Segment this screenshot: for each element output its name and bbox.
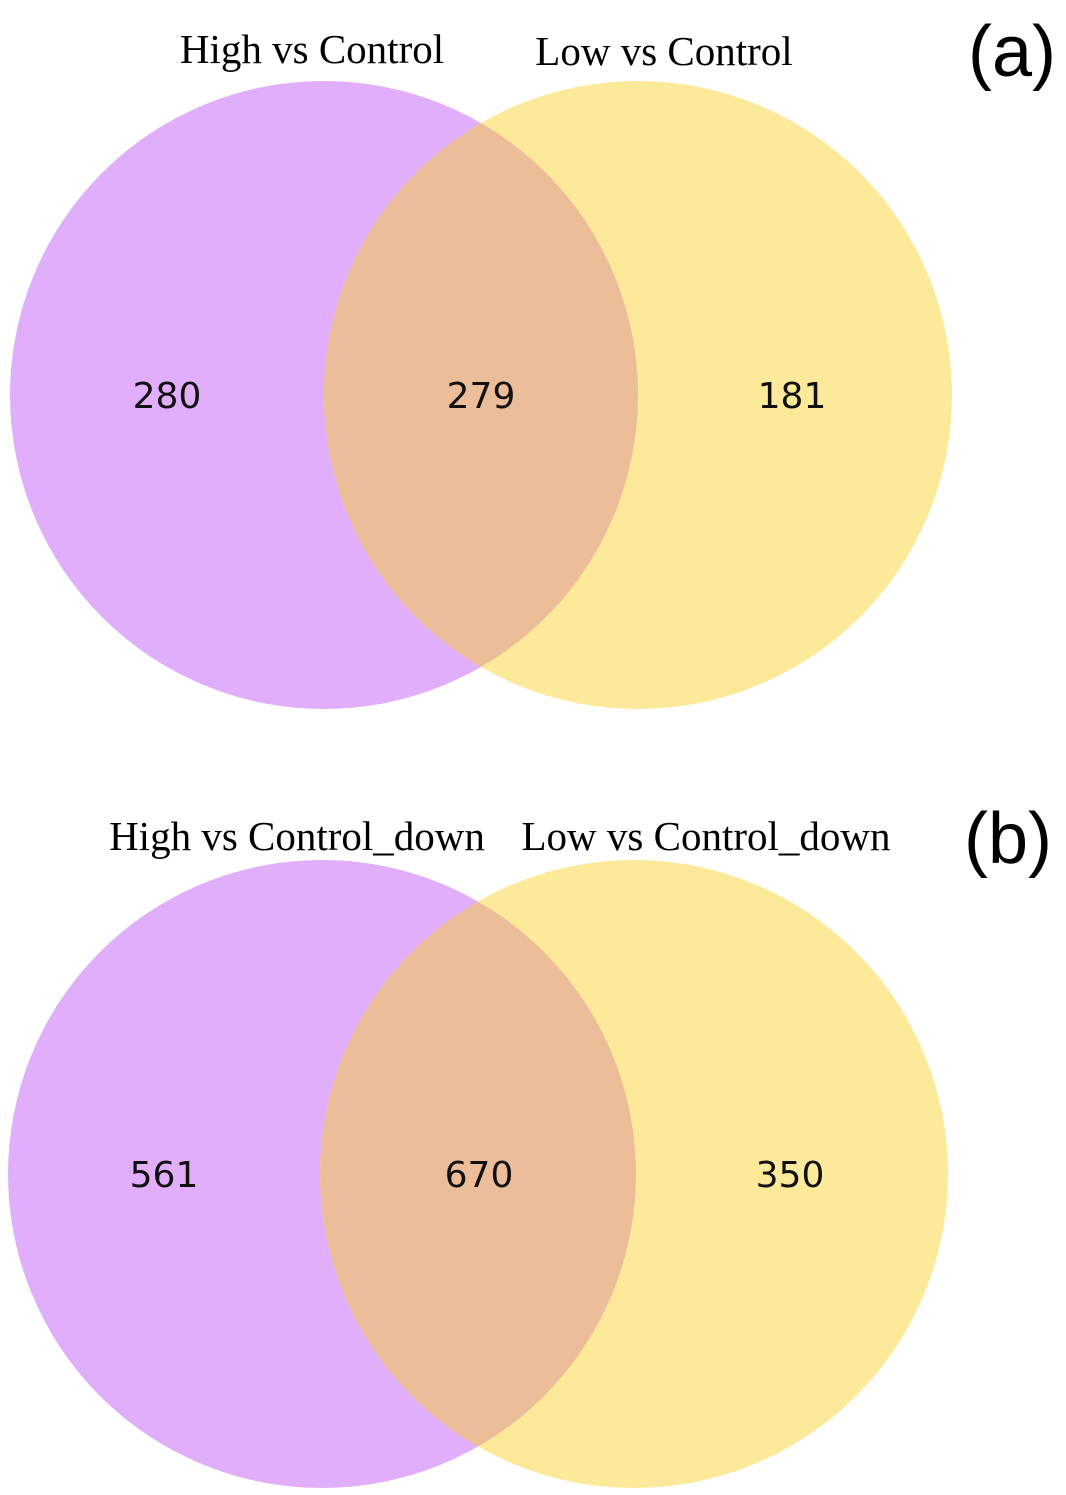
panel-label-b: (b)	[964, 799, 1052, 879]
overlap-count-a: 279	[447, 376, 516, 417]
left-only-count-b: 561	[130, 1155, 199, 1196]
right-only-count-b: 350	[756, 1155, 825, 1196]
overlap-region-b	[320, 860, 636, 1488]
overlap-region-a	[324, 81, 638, 709]
left-set-label-a: High vs Control	[180, 26, 444, 72]
venn-panel-a: High vs Control Low vs Control (a) 280 2…	[10, 12, 1056, 709]
right-set-label-b: Low vs Control_down	[522, 813, 891, 859]
left-set-label-b: High vs Control_down	[109, 813, 485, 859]
right-set-label-a: Low vs Control	[535, 28, 792, 74]
panel-label-a: (a)	[968, 12, 1056, 92]
overlap-count-b: 670	[445, 1155, 514, 1196]
right-only-count-a: 181	[758, 376, 827, 417]
left-only-count-a: 280	[133, 376, 202, 417]
venn-panel-b: High vs Control_down Low vs Control_down…	[8, 799, 1052, 1488]
